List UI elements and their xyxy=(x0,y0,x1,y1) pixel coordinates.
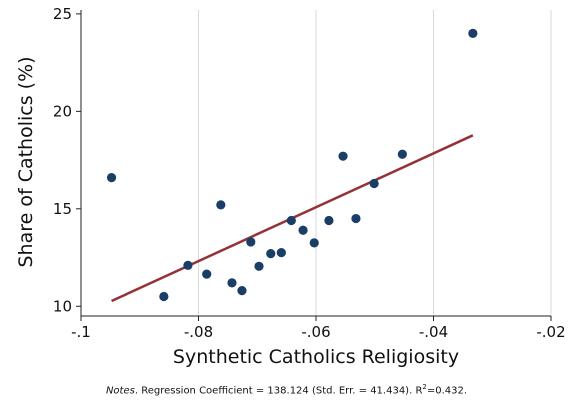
data-point xyxy=(216,200,226,210)
note-tail: =0.432. xyxy=(426,385,468,397)
data-point xyxy=(338,151,348,161)
data-point xyxy=(106,173,117,183)
x-axis-title: Synthetic Catholics Religiosity xyxy=(173,346,459,368)
data-point xyxy=(159,291,169,302)
data-point xyxy=(276,248,286,258)
note-text: . Regression Coefficient = 138.124 (Std.… xyxy=(134,385,423,397)
x-tick-label: -.04 xyxy=(419,323,448,341)
x-tick-label: -.08 xyxy=(184,323,213,341)
regression-note: Notes. Regression Coefficient = 138.124 … xyxy=(0,383,573,396)
data-point xyxy=(369,178,379,189)
note-superscript: 2 xyxy=(422,383,427,391)
data-point xyxy=(468,28,478,38)
data-point xyxy=(324,215,334,226)
data-point xyxy=(351,213,361,224)
data-point xyxy=(254,261,264,271)
data-point xyxy=(237,286,247,296)
gridlines xyxy=(80,10,552,316)
data-point xyxy=(286,215,296,226)
data-point xyxy=(246,237,256,247)
y-tick-label: 25 xyxy=(53,5,72,23)
data-point xyxy=(227,278,237,288)
data-point xyxy=(266,249,276,259)
y-tick-label: 15 xyxy=(53,200,72,218)
y-tick-label: 20 xyxy=(53,102,72,120)
data-point xyxy=(202,269,212,279)
x-tick-label: -.06 xyxy=(301,323,330,341)
data-points xyxy=(106,28,478,302)
note-lead: Notes xyxy=(105,385,135,397)
x-tick-label: -.1 xyxy=(71,323,91,341)
data-point xyxy=(309,238,319,248)
y-tick-label: 10 xyxy=(53,297,72,315)
axes: -.1 -.08 -.06 -.04 -.02 10 15 20 25 xyxy=(53,5,566,341)
data-point xyxy=(397,149,407,159)
x-tick-label: -.02 xyxy=(536,323,565,341)
y-axis-title: Share of Catholics (%) xyxy=(15,56,37,267)
data-point xyxy=(183,260,193,270)
data-point xyxy=(298,225,308,235)
